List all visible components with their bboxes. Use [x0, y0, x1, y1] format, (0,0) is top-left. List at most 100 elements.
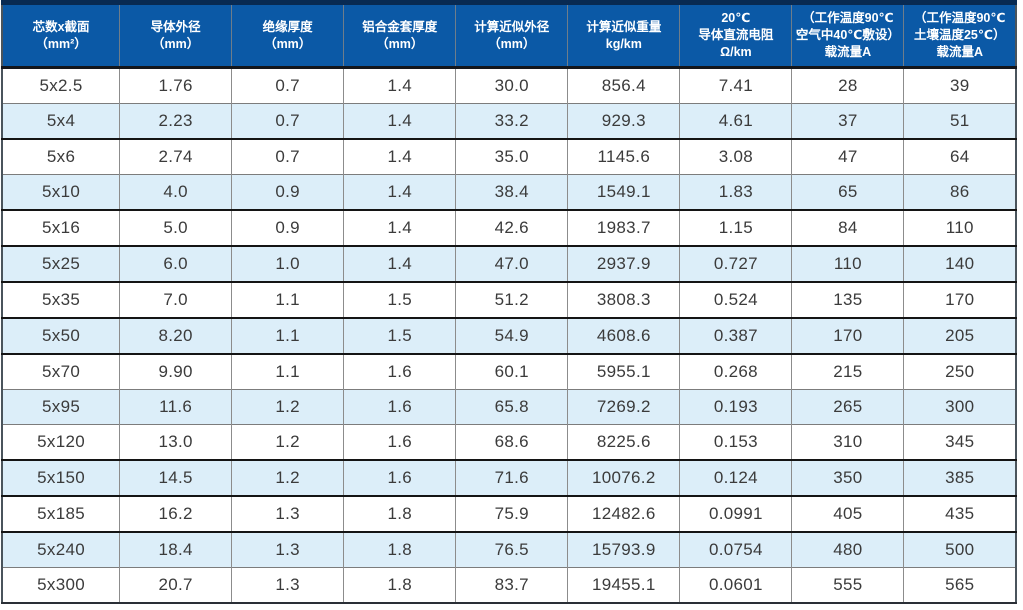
table-row: 5x185 16.2 1.3 1.8 75.9 12482.6 0.0991 405 435	[2, 496, 1016, 532]
table-cell: 51.2	[455, 282, 568, 318]
table-cell: 135	[791, 282, 904, 318]
table-cell: 1.0	[231, 246, 344, 282]
table-cell: 68.6	[455, 424, 568, 460]
table-cell: 2937.9	[567, 246, 680, 282]
table-cell: 0.7	[231, 67, 344, 104]
table-cell: 18.4	[119, 532, 232, 568]
header-cell-line: （mm）	[264, 36, 312, 51]
header-cell-line: 载流量A	[936, 44, 983, 59]
table-cell: 1.1	[231, 354, 344, 390]
table-cell: 5x240	[37, 540, 85, 559]
table-cell: 0.153	[679, 424, 792, 460]
table-cell: 1.3	[231, 567, 344, 603]
table-cell: 33.2	[455, 103, 568, 139]
table-cell: 7.41	[679, 67, 792, 104]
table-cell: 1549.1	[567, 174, 680, 210]
header-cell: 导体外径 （mm）	[119, 2, 232, 69]
table-cell: 83.7	[455, 567, 568, 603]
header-cell: 铝合金套厚度 （mm）	[343, 2, 456, 69]
header-cell: 计算近似重量 kg/km	[567, 2, 680, 69]
header-cell-line: （工作温度90℃	[913, 11, 1006, 26]
table-cell: 9.90	[119, 354, 232, 390]
table-cell: 5x300	[37, 575, 85, 594]
header-cell-line: （mm）	[488, 36, 536, 51]
table-cell: 350	[791, 460, 904, 496]
header-cell: 芯数x截面 （mm²）	[2, 2, 120, 69]
table-row: 5x4 2.23 0.7 1.4 33.2 929.3 4.61 37 51	[2, 103, 1016, 139]
table-cell: 47.0	[455, 246, 568, 282]
table-cell: 856.4	[567, 67, 680, 104]
table-cell: 39	[903, 67, 1016, 104]
table-cell: 7.0	[119, 282, 232, 318]
table-row: 5x25 6.0 1.0 1.4 47.0 2937.9 0.727 110 140	[2, 246, 1016, 282]
table-cell: 1.5	[343, 318, 456, 354]
table-row: 5x120 13.0 1.2 1.6 68.6 8225.6 0.153 310 345	[2, 424, 1016, 460]
table-cell: 0.0754	[679, 532, 792, 568]
table-header: 芯数x截面 （mm²） 导体外径 （mm） 绝缘厚度 （mm） 铝合金套厚度 （mm） 计算近似…	[2, 2, 1016, 69]
table-row: 5x16 5.0 0.9 1.4 42.6 1983.7 1.15 84 110	[2, 210, 1016, 246]
table-cell: 1.5	[343, 282, 456, 318]
table-row: 5x150 14.5 1.2 1.6 71.6 10076.2 0.124 350 385	[2, 460, 1016, 496]
table-cell: 5.0	[119, 210, 232, 246]
table-cell: 1.8	[343, 532, 456, 568]
table-cell: 19455.1	[567, 567, 680, 603]
table-cell: 5x70	[42, 362, 81, 381]
table-cell: 2.74	[119, 139, 232, 175]
header-cell-line: （工作温度90℃	[802, 11, 894, 26]
table-cell: 42.6	[455, 210, 568, 246]
table-cell: 1.4	[343, 210, 456, 246]
table-cell: 4.61	[679, 103, 792, 139]
table-cell: 1983.7	[567, 210, 680, 246]
table-cell: 76.5	[455, 532, 568, 568]
table-cell: 1.4	[343, 67, 456, 104]
table-cell: 35.0	[455, 139, 568, 175]
table-cell: 64	[903, 139, 1016, 175]
table-cell: 5955.1	[567, 354, 680, 390]
table-cell: 5x120	[37, 432, 85, 451]
table-row: 5x35 7.0 1.1 1.5 51.2 3808.3 0.524 135 170	[2, 282, 1016, 318]
table-cell: 140	[903, 246, 1016, 282]
table-cell: 5x50	[42, 326, 81, 345]
table-cell: 28	[791, 67, 904, 104]
header-cell-line: 导体外径	[150, 19, 201, 34]
table-cell: 75.9	[455, 496, 568, 532]
header-cell: （工作温度90℃ 土壤温度25℃） 载流量A	[903, 2, 1016, 69]
table-cell: 5x150	[37, 468, 85, 487]
table-cell: 3808.3	[567, 282, 680, 318]
table-cell: 65.8	[455, 389, 568, 425]
table-cell: 13.0	[119, 424, 232, 460]
table-cell: 435	[903, 496, 1016, 532]
table-cell: 8.20	[119, 318, 232, 354]
table-header-row: 芯数x截面 （mm²） 导体外径 （mm） 绝缘厚度 （mm） 铝合金套厚度 （mm） 计算近似…	[2, 2, 1016, 69]
header-cell: 计算近似外径 （mm）	[455, 2, 568, 69]
table-cell: 0.7	[231, 103, 344, 139]
header-cell-line: 20℃	[721, 11, 751, 26]
table-cell: 1.1	[231, 318, 344, 354]
table-cell: 0.124	[679, 460, 792, 496]
header-cell-line: 铝合金套厚度	[362, 19, 438, 34]
table-row: 5x95 11.6 1.2 1.6 65.8 7269.2 0.193 265 300	[2, 389, 1016, 425]
table-cell: 8225.6	[567, 424, 680, 460]
table-cell: 565	[903, 567, 1016, 603]
table-cell: 1.2	[231, 424, 344, 460]
table-cell: 16.2	[119, 496, 232, 532]
table-cell: 310	[791, 424, 904, 460]
table-cell: 1.3	[231, 496, 344, 532]
table-body: 5x2.5 1.76 0.7 1.4 30.0 856.4 7.41 28 39 5x4 2.23 0…	[2, 67, 1016, 603]
table-cell: 1.8	[343, 496, 456, 532]
table-cell: 3.08	[679, 139, 792, 175]
table-cell: 47	[791, 139, 904, 175]
table-cell: 555	[791, 567, 904, 603]
table-cell: 30.0	[455, 67, 568, 104]
table-cell: 385	[903, 460, 1016, 496]
header-cell-line: kg/km	[605, 36, 642, 51]
table-cell: 1.4	[343, 246, 456, 282]
header-cell-line: 芯数x截面	[32, 19, 90, 34]
table-cell: 51	[903, 103, 1016, 139]
table-cell: 12482.6	[567, 496, 680, 532]
table-cell: 1.8	[343, 567, 456, 603]
table-row: 5x300 20.7 1.3 1.8 83.7 19455.1 0.0601 555 565	[2, 567, 1016, 603]
table-cell: 4608.6	[567, 318, 680, 354]
